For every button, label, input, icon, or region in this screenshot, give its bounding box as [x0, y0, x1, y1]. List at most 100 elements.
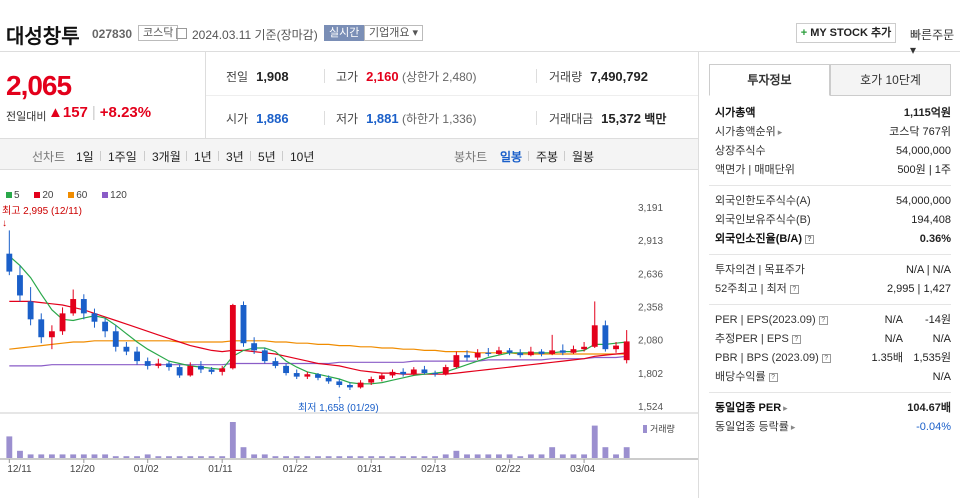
tab-investment-info[interactable]: 투자정보 — [709, 64, 830, 96]
base-date: 2024.03.11 기준(장마감) — [192, 28, 318, 42]
x-tick-label: 03/04 — [570, 464, 595, 475]
stat-volume: 거래량 7,490,792 — [549, 69, 648, 84]
candle-body — [59, 313, 66, 332]
volume-bar — [187, 456, 194, 458]
x-tick-label: 01/11 — [208, 464, 233, 475]
info-tabs: 투자정보 호가 10단계 — [709, 64, 951, 96]
help-icon[interactable]: ? — [821, 353, 831, 363]
info-value: -0.04% — [916, 421, 951, 433]
price-change: ▲157 | +8.23% — [48, 104, 152, 121]
candle-body — [517, 352, 524, 356]
help-icon[interactable]: ? — [789, 284, 799, 294]
stat-open: 시가 1,886 — [226, 111, 289, 126]
volume-bar — [229, 422, 236, 458]
info-row[interactable]: 시가총액순위 ▸ 코스닥 767위 — [709, 123, 951, 142]
y-tick-label: 1,524 — [638, 402, 663, 413]
candle-body — [123, 346, 130, 352]
candle-body — [91, 313, 98, 322]
info-key: 52주최고 | 최저? — [715, 280, 799, 299]
candle-body — [197, 365, 204, 370]
candle-body — [144, 361, 151, 366]
period-5y[interactable]: 5년 — [258, 150, 276, 164]
candle-body — [389, 371, 396, 376]
info-value: 코스닥 767위 — [889, 126, 951, 138]
info-value: 54,000,000 — [895, 195, 951, 207]
volume-bar — [410, 456, 417, 458]
info-value: 2,995 | 1,427 — [886, 283, 951, 295]
company-info-dropdown[interactable]: 기업개요 ▾ — [364, 25, 424, 41]
candle-body — [602, 325, 609, 350]
candle-body — [421, 369, 428, 374]
help-icon[interactable]: ? — [791, 334, 801, 344]
stat-high: 고가 2,160 (상한가 2,480) — [336, 69, 477, 84]
info-value: 1,535원 — [913, 352, 951, 364]
x-tick-label: 02/22 — [496, 464, 521, 475]
period-10y[interactable]: 10년 — [290, 150, 315, 164]
volume-bar — [623, 447, 630, 458]
help-icon[interactable]: ? — [805, 234, 814, 244]
stat-low: 저가 1,881 (하한가 1,336) — [336, 111, 477, 126]
period-monthly[interactable]: 월봉 — [572, 150, 595, 164]
realtime-button[interactable]: 실시간 — [324, 25, 365, 41]
info-key: 추정PER | EPS? — [715, 330, 801, 349]
volume-bar — [591, 425, 598, 458]
candle-body — [400, 371, 407, 375]
candle-body — [432, 373, 439, 375]
info-row[interactable]: 동일업종 PER ▸ 104.67배 — [709, 399, 951, 418]
info-value: 1,115억원 — [903, 107, 951, 119]
info-key: PBR | BPS (2023.09)? — [715, 349, 831, 368]
period-weekly[interactable]: 주봉 — [536, 150, 559, 164]
volume-bar — [80, 454, 87, 458]
volume-bar — [166, 456, 172, 458]
volume-bar — [134, 456, 140, 458]
candle-body — [187, 365, 194, 376]
chevron-down-icon: ▾ — [910, 43, 917, 57]
candle-body — [591, 325, 598, 347]
info-value: 500원 | 1주 — [897, 164, 951, 176]
price-chart: 5 20 60 120 3,191 2,913 2,636 2,358 2,080 1,8… — [0, 170, 698, 498]
chevron-right-icon: ▸ — [783, 403, 788, 413]
candle-body — [176, 367, 183, 376]
volume-bar — [176, 456, 183, 458]
period-1d[interactable]: 1일 — [76, 150, 94, 164]
info-value: 54,000,000 — [895, 145, 951, 157]
add-mystock-button[interactable]: + MY STOCK 추가 — [796, 23, 896, 43]
info-row[interactable]: 동일업종 등락률 ▸ -0.04% — [709, 418, 951, 437]
legend-ma5: 5 — [6, 190, 26, 201]
period-1w[interactable]: 1주일 — [108, 150, 137, 164]
info-key: 상장주식수 — [715, 145, 766, 157]
up-triangle-icon: ▲ — [48, 104, 63, 121]
info-row: 추정PER | EPS? N/A N/A — [709, 330, 951, 349]
help-icon[interactable]: ? — [818, 315, 828, 325]
info-row: PBR | BPS (2023.09)? 1.35배 1,535원 — [709, 349, 951, 368]
period-3m[interactable]: 3개월 — [152, 150, 181, 164]
volume-bar — [197, 456, 204, 458]
volume-bar — [293, 456, 300, 458]
period-1y[interactable]: 1년 — [194, 150, 212, 164]
info-value: 0.36% — [919, 233, 951, 245]
help-icon[interactable]: ? — [768, 372, 778, 382]
candle-body — [357, 382, 364, 388]
volume-bar — [261, 454, 268, 458]
volume-bar — [27, 454, 34, 458]
candle-body — [219, 368, 226, 372]
market-badge: 코스닥 — [138, 25, 179, 41]
period-daily[interactable]: 일봉 — [500, 150, 523, 164]
volume-bar — [378, 456, 385, 458]
stock-name: 대성창투 — [6, 26, 80, 48]
info-row: 시가총액 1,115억원 — [709, 104, 951, 123]
period-3y[interactable]: 3년 — [226, 150, 244, 164]
current-price: 2,065 — [6, 70, 72, 101]
volume-bar — [102, 454, 109, 458]
line-chart-label: 선차트 — [32, 150, 66, 164]
volume-bar — [112, 456, 119, 458]
tab-order-book[interactable]: 호가 10단계 — [830, 64, 951, 96]
info-value: N/A — [932, 371, 951, 383]
candle-body — [208, 369, 215, 372]
candle-body — [538, 351, 545, 354]
chart-svg: 3,191 2,913 2,636 2,358 2,080 1,802 1,524 거래량 12… — [0, 203, 698, 475]
y-tick-label: 2,080 — [638, 336, 663, 347]
legend-ma60: 60 — [68, 190, 93, 201]
info-row: 배당수익률? N/A — [709, 368, 951, 387]
quick-order-dropdown[interactable]: 빠른주문 ▾ — [910, 26, 960, 57]
